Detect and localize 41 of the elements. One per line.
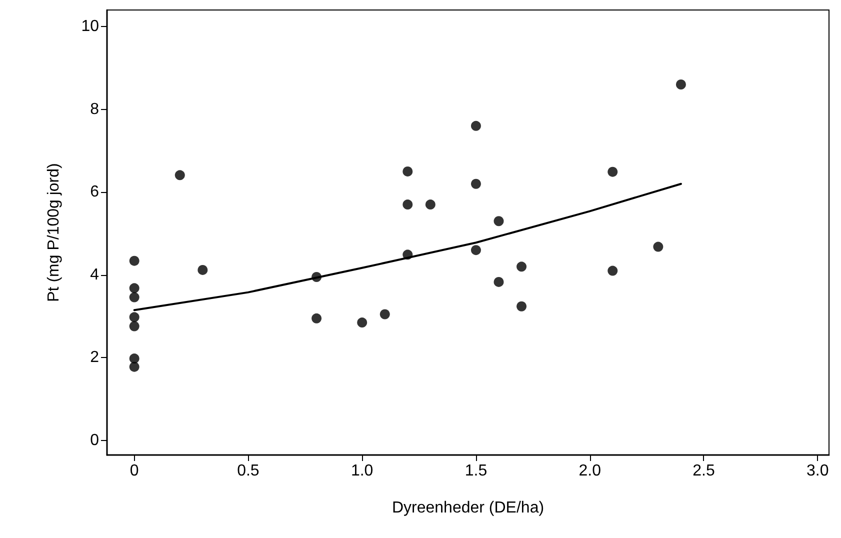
point [402,166,413,176]
x-axis-title: Dyreenheder (DE/ha) [392,500,544,516]
point [425,200,436,210]
point [129,312,140,322]
point [357,318,368,328]
point [494,216,504,226]
point [129,283,140,294]
point [312,313,322,324]
y-tick-label: 4 [90,266,100,284]
point [608,166,618,177]
point [608,266,618,276]
point [470,178,481,189]
y-axis-title: Pt (mg P/100g jord) [46,163,62,302]
point [470,245,481,256]
x-tick-label: 0.5 [237,462,260,480]
point [129,256,140,266]
point [174,170,185,180]
x-tick-label: 1.5 [464,462,488,480]
point [516,262,527,272]
point [198,264,208,275]
y-tick-label: 8 [90,100,100,118]
y-tick-label: 2 [90,349,100,366]
x-tick-label: 3.0 [806,462,829,480]
x-tick-label: 2.5 [692,462,715,480]
point [494,276,504,287]
point [380,309,390,320]
point [129,354,140,364]
x-tick-label: 1.0 [350,462,374,480]
point [129,321,140,332]
x-tick-label: 0 [130,462,139,480]
y-tick-label: 10 [81,18,100,36]
x-tick-label: 2.0 [578,462,602,480]
point [129,362,140,372]
point [470,120,481,131]
point [129,292,140,302]
point [402,200,413,210]
y-tick-label: 6 [90,184,100,201]
y-tick-label: 0 [90,432,100,450]
point [516,301,527,312]
point [653,242,664,252]
point [676,80,686,90]
